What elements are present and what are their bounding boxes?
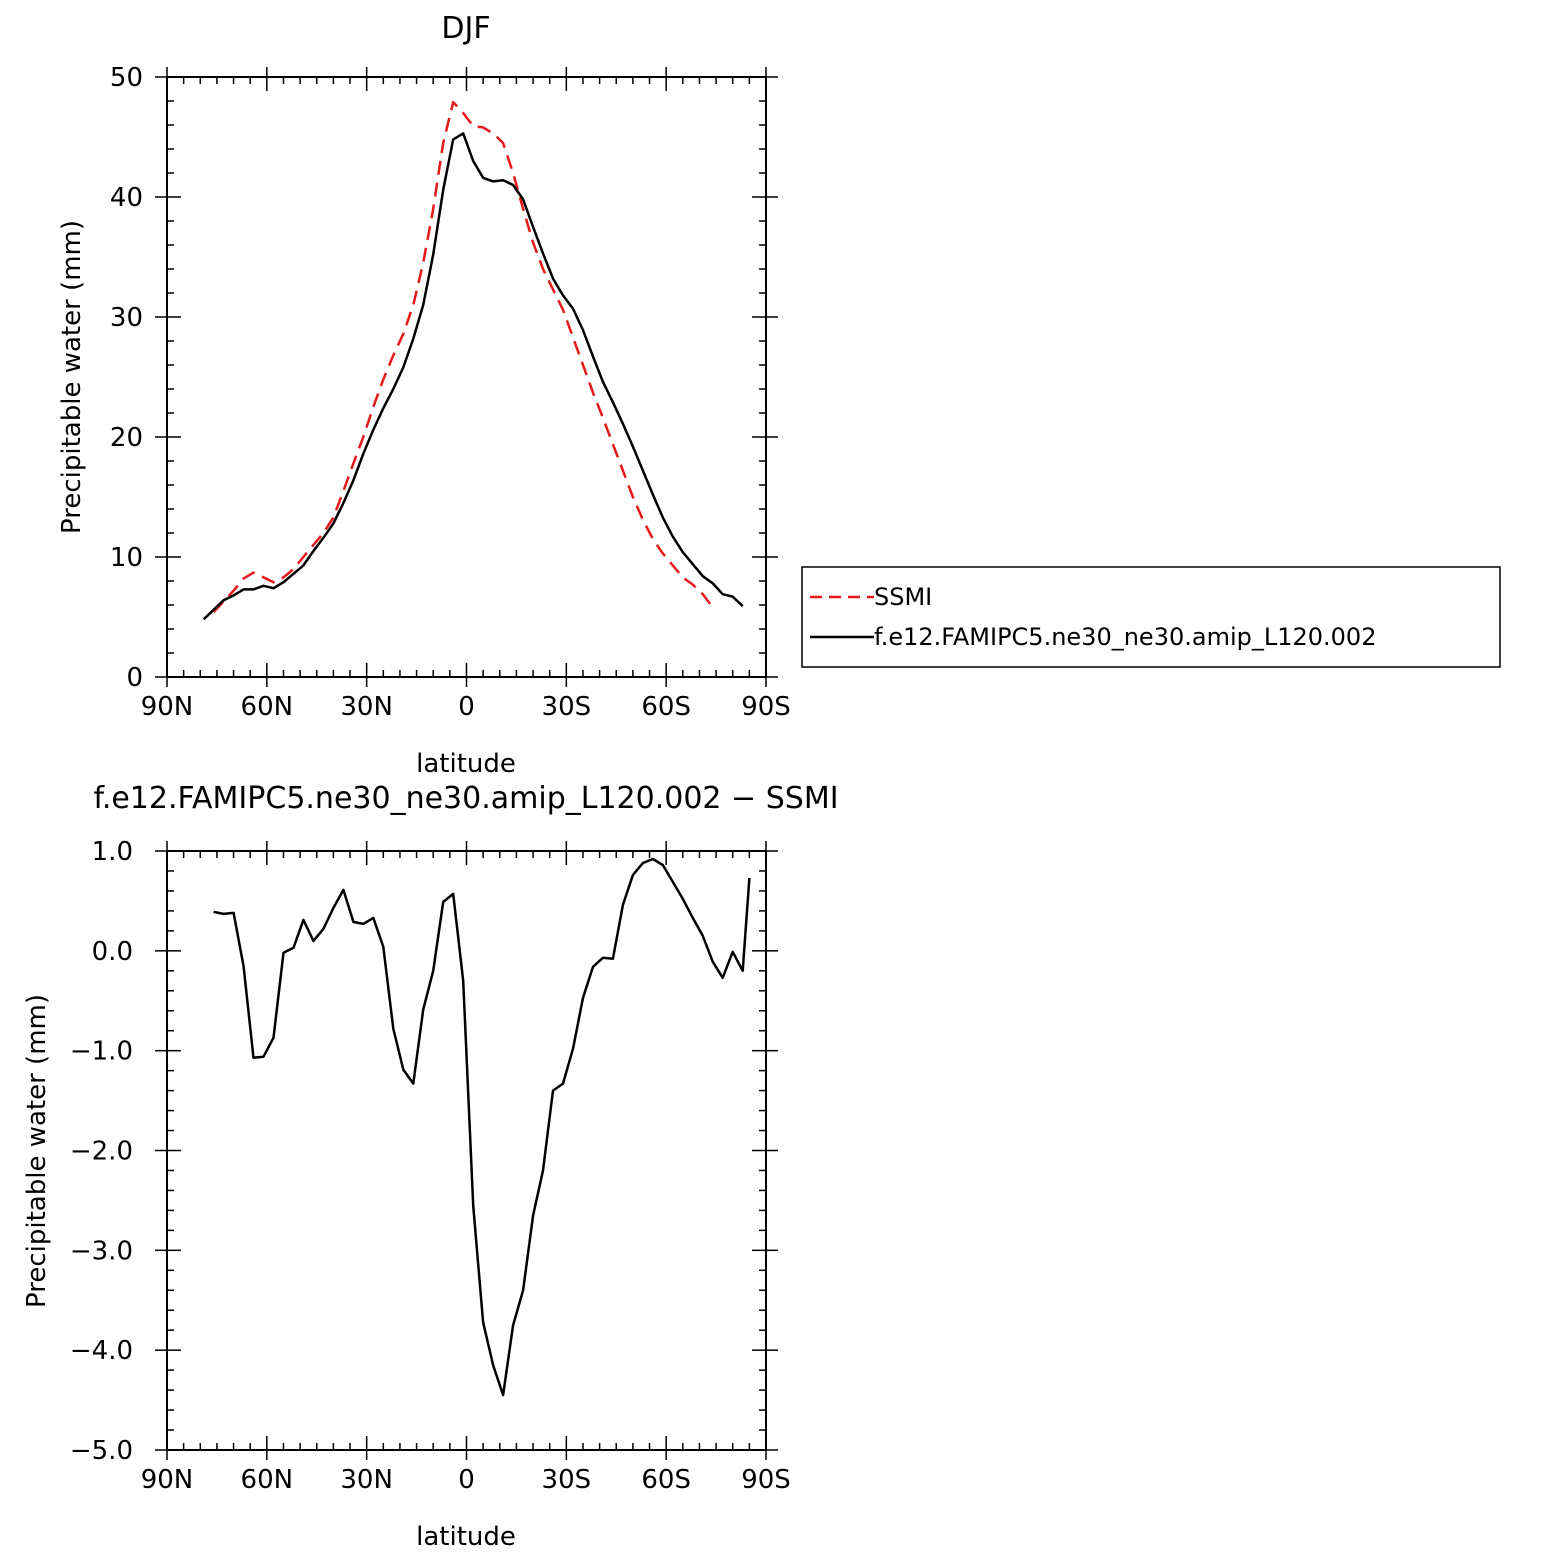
y-tick-label: −4.0 [70, 1336, 133, 1366]
y-tick-label: 20 [110, 423, 143, 453]
x-tick-label: 30N [340, 1465, 393, 1495]
x-tick-label: 90S [741, 692, 791, 722]
axes-frame: 90N 60N 30N 0 30S 60S 90S 0 10 20 30 40 50 [110, 63, 791, 722]
y-axis-label: Precipitable water (mm) [22, 994, 52, 1308]
x-axis-label: latitude [416, 1522, 516, 1552]
x-tick-label: 90N [141, 692, 194, 722]
y-tick-label: 10 [110, 543, 143, 573]
y-tick-label: 1.0 [92, 837, 133, 867]
y-tick-label: −5.0 [70, 1436, 133, 1466]
x-tick-label: 60S [641, 1465, 691, 1495]
series-line-ssmi [212, 100, 714, 614]
y-tick-label: 50 [110, 63, 143, 93]
x-axis-label: latitude [416, 749, 516, 779]
y-tick-label: 30 [110, 303, 143, 333]
x-tick-label: 0 [458, 1465, 475, 1495]
y-axis-label: Precipitable water (mm) [57, 220, 87, 534]
legend-label-model: f.e12.FAMIPC5.ne30_ne30.amip_L120.002 [874, 623, 1376, 651]
y-tick-label: −3.0 [70, 1236, 133, 1266]
legend-label-ssmi: SSMI [874, 583, 932, 611]
djf-panel: DJF Precipitable water (mm) latitude 90N… [57, 11, 791, 779]
y-tick-label: 0.0 [92, 937, 133, 967]
legend-box [801, 566, 1501, 668]
y-tick-label: −1.0 [70, 1037, 133, 1067]
legend: SSMI f.e12.FAMIPC5.ne30_ne30.amip_L120.0… [801, 566, 1501, 668]
x-tick-label: 90S [741, 1465, 791, 1495]
series-line-f-e12-famipc5-ne30-ne30-amip-l120-002 [202, 132, 744, 621]
x-tick-label: 90N [141, 1465, 194, 1495]
x-tick-label: 60N [241, 1465, 294, 1495]
y-tick-label: −2.0 [70, 1137, 133, 1167]
x-tick-label: 60S [641, 692, 691, 722]
y-tick-label: 0 [126, 663, 143, 693]
chart-title: DJF [441, 11, 490, 46]
x-tick-label: 30S [542, 692, 592, 722]
x-tick-label: 30N [340, 692, 393, 722]
x-tick-label: 30S [542, 1465, 592, 1495]
difference-panel: f.e12.FAMIPC5.ne30_ne30.amip_L120.002 − … [22, 781, 839, 1552]
series-group [202, 100, 744, 621]
series-group [213, 857, 751, 1397]
x-tick-label: 0 [458, 692, 475, 722]
axes-frame: 90N 60N 30N 0 30S 60S 90S 1.0 0.0 −1.0 −2.0 −3.0 −4.… [70, 837, 791, 1495]
series-line-difference [213, 857, 751, 1397]
x-tick-label: 60N [241, 692, 294, 722]
y-tick-label: 40 [110, 183, 143, 213]
chart-title: f.e12.FAMIPC5.ne30_ne30.amip_L120.002 − … [93, 781, 838, 816]
plot-frame [166, 850, 767, 1451]
